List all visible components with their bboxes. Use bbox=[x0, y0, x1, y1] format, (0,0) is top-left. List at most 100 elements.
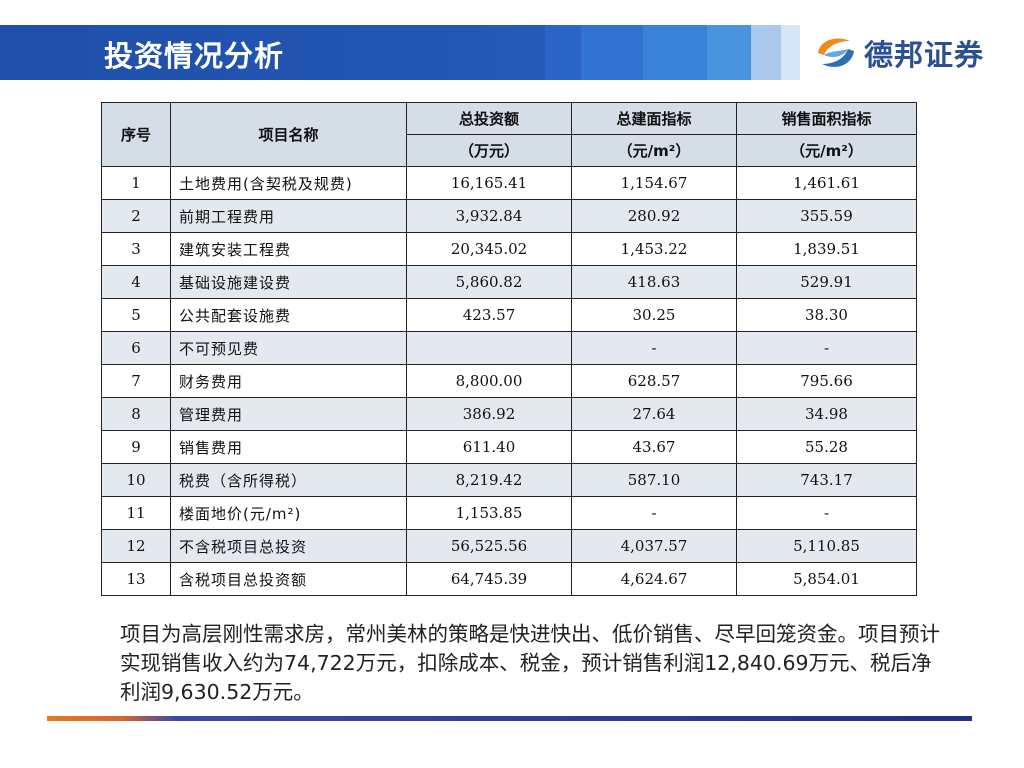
cell-per-build-area: 4,624.67 bbox=[571, 562, 737, 596]
table-row: 7 财务费用 8,800.00 628.57 795.66 bbox=[101, 364, 917, 398]
table-row: 5 公共配套设施费 423.57 30.25 38.30 bbox=[101, 298, 917, 332]
col-header-name: 项目名称 bbox=[170, 102, 407, 167]
cell-item-name: 销售费用 bbox=[170, 430, 407, 464]
cell-item-name: 基础设施建设费 bbox=[170, 265, 407, 299]
cell-per-sale-area: 795.66 bbox=[736, 364, 917, 398]
cell-item-name: 管理费用 bbox=[170, 397, 407, 431]
cell-item-name: 财务费用 bbox=[170, 364, 407, 398]
cell-item-name: 公共配套设施费 bbox=[170, 298, 407, 332]
cell-per-sale-area: 5,110.85 bbox=[736, 529, 917, 563]
cell-seq: 6 bbox=[101, 331, 171, 365]
col-unit-per-sale-area: （元/m²） bbox=[736, 134, 917, 167]
cell-per-build-area: 1,154.67 bbox=[571, 166, 737, 200]
cell-seq: 11 bbox=[101, 496, 171, 530]
cell-per-build-area: 280.92 bbox=[571, 199, 737, 233]
cell-total-invest: 1,153.85 bbox=[406, 496, 572, 530]
cell-per-build-area: 628.57 bbox=[571, 364, 737, 398]
cell-total-invest: 611.40 bbox=[406, 430, 572, 464]
cell-per-sale-area: 1,839.51 bbox=[736, 232, 917, 266]
cell-per-build-area: - bbox=[571, 331, 737, 365]
cell-per-sale-area: 55.28 bbox=[736, 430, 917, 464]
cell-item-name: 土地费用(含契税及规费) bbox=[170, 166, 407, 200]
cell-per-build-area: 43.67 bbox=[571, 430, 737, 464]
table-row: 6 不可预见费 - - bbox=[101, 331, 917, 365]
cell-per-build-area: 27.64 bbox=[571, 397, 737, 431]
cell-item-name: 含税项目总投资额 bbox=[170, 562, 407, 596]
cell-per-sale-area: 34.98 bbox=[736, 397, 917, 431]
cell-item-name: 建筑安装工程费 bbox=[170, 232, 407, 266]
cell-per-build-area: 1,453.22 bbox=[571, 232, 737, 266]
cell-total-invest: 64,745.39 bbox=[406, 562, 572, 596]
cell-per-sale-area: 5,854.01 bbox=[736, 562, 917, 596]
cell-per-build-area: 418.63 bbox=[571, 265, 737, 299]
cell-total-invest: 8,800.00 bbox=[406, 364, 572, 398]
cell-seq: 7 bbox=[101, 364, 171, 398]
table-row: 10 税费（含所得税） 8,219.42 587.10 743.17 bbox=[101, 463, 917, 497]
col-unit-total-invest: （万元） bbox=[406, 134, 572, 167]
company-logo: 德邦证券 bbox=[814, 28, 1004, 78]
logo-text: 德邦证券 bbox=[864, 38, 985, 72]
cell-item-name: 税费（含所得税） bbox=[170, 463, 407, 497]
table-row: 9 销售费用 611.40 43.67 55.28 bbox=[101, 430, 917, 464]
col-header-seq: 序号 bbox=[101, 102, 171, 167]
col-header-per-sale-area: 销售面积指标 bbox=[736, 102, 917, 135]
cell-item-name: 前期工程费用 bbox=[170, 199, 407, 233]
table-row: 13 含税项目总投资额 64,745.39 4,624.67 5,854.01 bbox=[101, 562, 917, 596]
investment-table: 序号 项目名称 总投资额 总建面指标 销售面积指标 （万元） （元/m²） （元… bbox=[101, 102, 917, 596]
cell-per-sale-area: - bbox=[736, 496, 917, 530]
header-stripe-2 bbox=[581, 25, 643, 80]
cell-per-build-area: 587.10 bbox=[571, 463, 737, 497]
cell-total-invest: 16,165.41 bbox=[406, 166, 572, 200]
cell-total-invest: 386.92 bbox=[406, 397, 572, 431]
header-stripe-6 bbox=[781, 25, 800, 80]
table-row: 11 楼面地价(元/m²) 1,153.85- - bbox=[101, 496, 917, 530]
table-row: 3 建筑安装工程费 20,345.02 1,453.22 1,839.51 bbox=[101, 232, 917, 266]
table-body: 1 土地费用(含契税及规费) 16,165.41 1,154.67 1,461.61 2 前… bbox=[101, 166, 917, 596]
table-row: 12 不含税项目总投资 56,525.56 4,037.57 5,110.85 bbox=[101, 529, 917, 563]
cell-total-invest: 3,932.84 bbox=[406, 199, 572, 233]
cell-item-name: 不含税项目总投资 bbox=[170, 529, 407, 563]
cell-total-invest bbox=[406, 331, 572, 365]
cell-item-name: 楼面地价(元/m²) bbox=[170, 496, 407, 530]
cell-seq: 3 bbox=[101, 232, 171, 266]
cell-seq: 8 bbox=[101, 397, 171, 431]
cell-per-sale-area: 529.91 bbox=[736, 265, 917, 299]
footer-divider bbox=[47, 716, 972, 721]
slide-title: 投资情况分析 bbox=[104, 39, 285, 73]
cell-seq: 1 bbox=[101, 166, 171, 200]
cell-per-sale-area: 743.17 bbox=[736, 463, 917, 497]
cell-seq: 5 bbox=[101, 298, 171, 332]
header-stripe-4 bbox=[707, 25, 751, 80]
cell-seq: 4 bbox=[101, 265, 171, 299]
cell-seq: 10 bbox=[101, 463, 171, 497]
col-header-total-invest: 总投资额 bbox=[406, 102, 572, 135]
cell-seq: 13 bbox=[101, 562, 171, 596]
cell-per-sale-area: - bbox=[736, 331, 917, 365]
header-stripe-3 bbox=[643, 25, 707, 80]
cell-per-build-area: - bbox=[571, 496, 737, 530]
col-unit-per-build-area: （元/m²） bbox=[571, 134, 737, 167]
cell-per-sale-area: 1,461.61 bbox=[736, 166, 917, 200]
summary-paragraph: 项目为高层刚性需求房，常州美林的策略是快进快出、低价销售、尽早回笼资金。项目预计… bbox=[120, 622, 940, 704]
header-stripe-1 bbox=[545, 25, 581, 80]
cell-total-invest: 423.57 bbox=[406, 298, 572, 332]
col-header-per-build-area: 总建面指标 bbox=[571, 102, 737, 135]
cell-total-invest: 8,219.42 bbox=[406, 463, 572, 497]
table-header-row-1: 序号 项目名称 总投资额 总建面指标 销售面积指标 bbox=[101, 102, 917, 167]
table-header-row-2: （万元） （元/m²） （元/m²） bbox=[102, 134, 917, 167]
cell-seq: 2 bbox=[101, 199, 171, 233]
cell-seq: 12 bbox=[101, 529, 171, 563]
table-row: 1 土地费用(含契税及规费) 16,165.41 1,154.67 1,461.61 bbox=[101, 166, 917, 200]
cell-total-invest: 5,860.82 bbox=[406, 265, 572, 299]
debang-logo-icon bbox=[818, 38, 854, 67]
table-row: 8 管理费用 386.92 27.64 34.98 bbox=[101, 397, 917, 431]
cell-per-build-area: 30.25 bbox=[571, 298, 737, 332]
cell-total-invest: 56,525.56 bbox=[406, 529, 572, 563]
cell-per-build-area: 4,037.57 bbox=[571, 529, 737, 563]
cell-total-invest: 20,345.02 bbox=[406, 232, 572, 266]
cell-seq: 9 bbox=[101, 430, 171, 464]
cell-per-sale-area: 38.30 bbox=[736, 298, 917, 332]
table-row: 4 基础设施建设费 5,860.82 418.63 529.91 bbox=[101, 265, 917, 299]
cell-item-name: 不可预见费 bbox=[170, 331, 407, 365]
header-stripe-5 bbox=[751, 25, 781, 80]
